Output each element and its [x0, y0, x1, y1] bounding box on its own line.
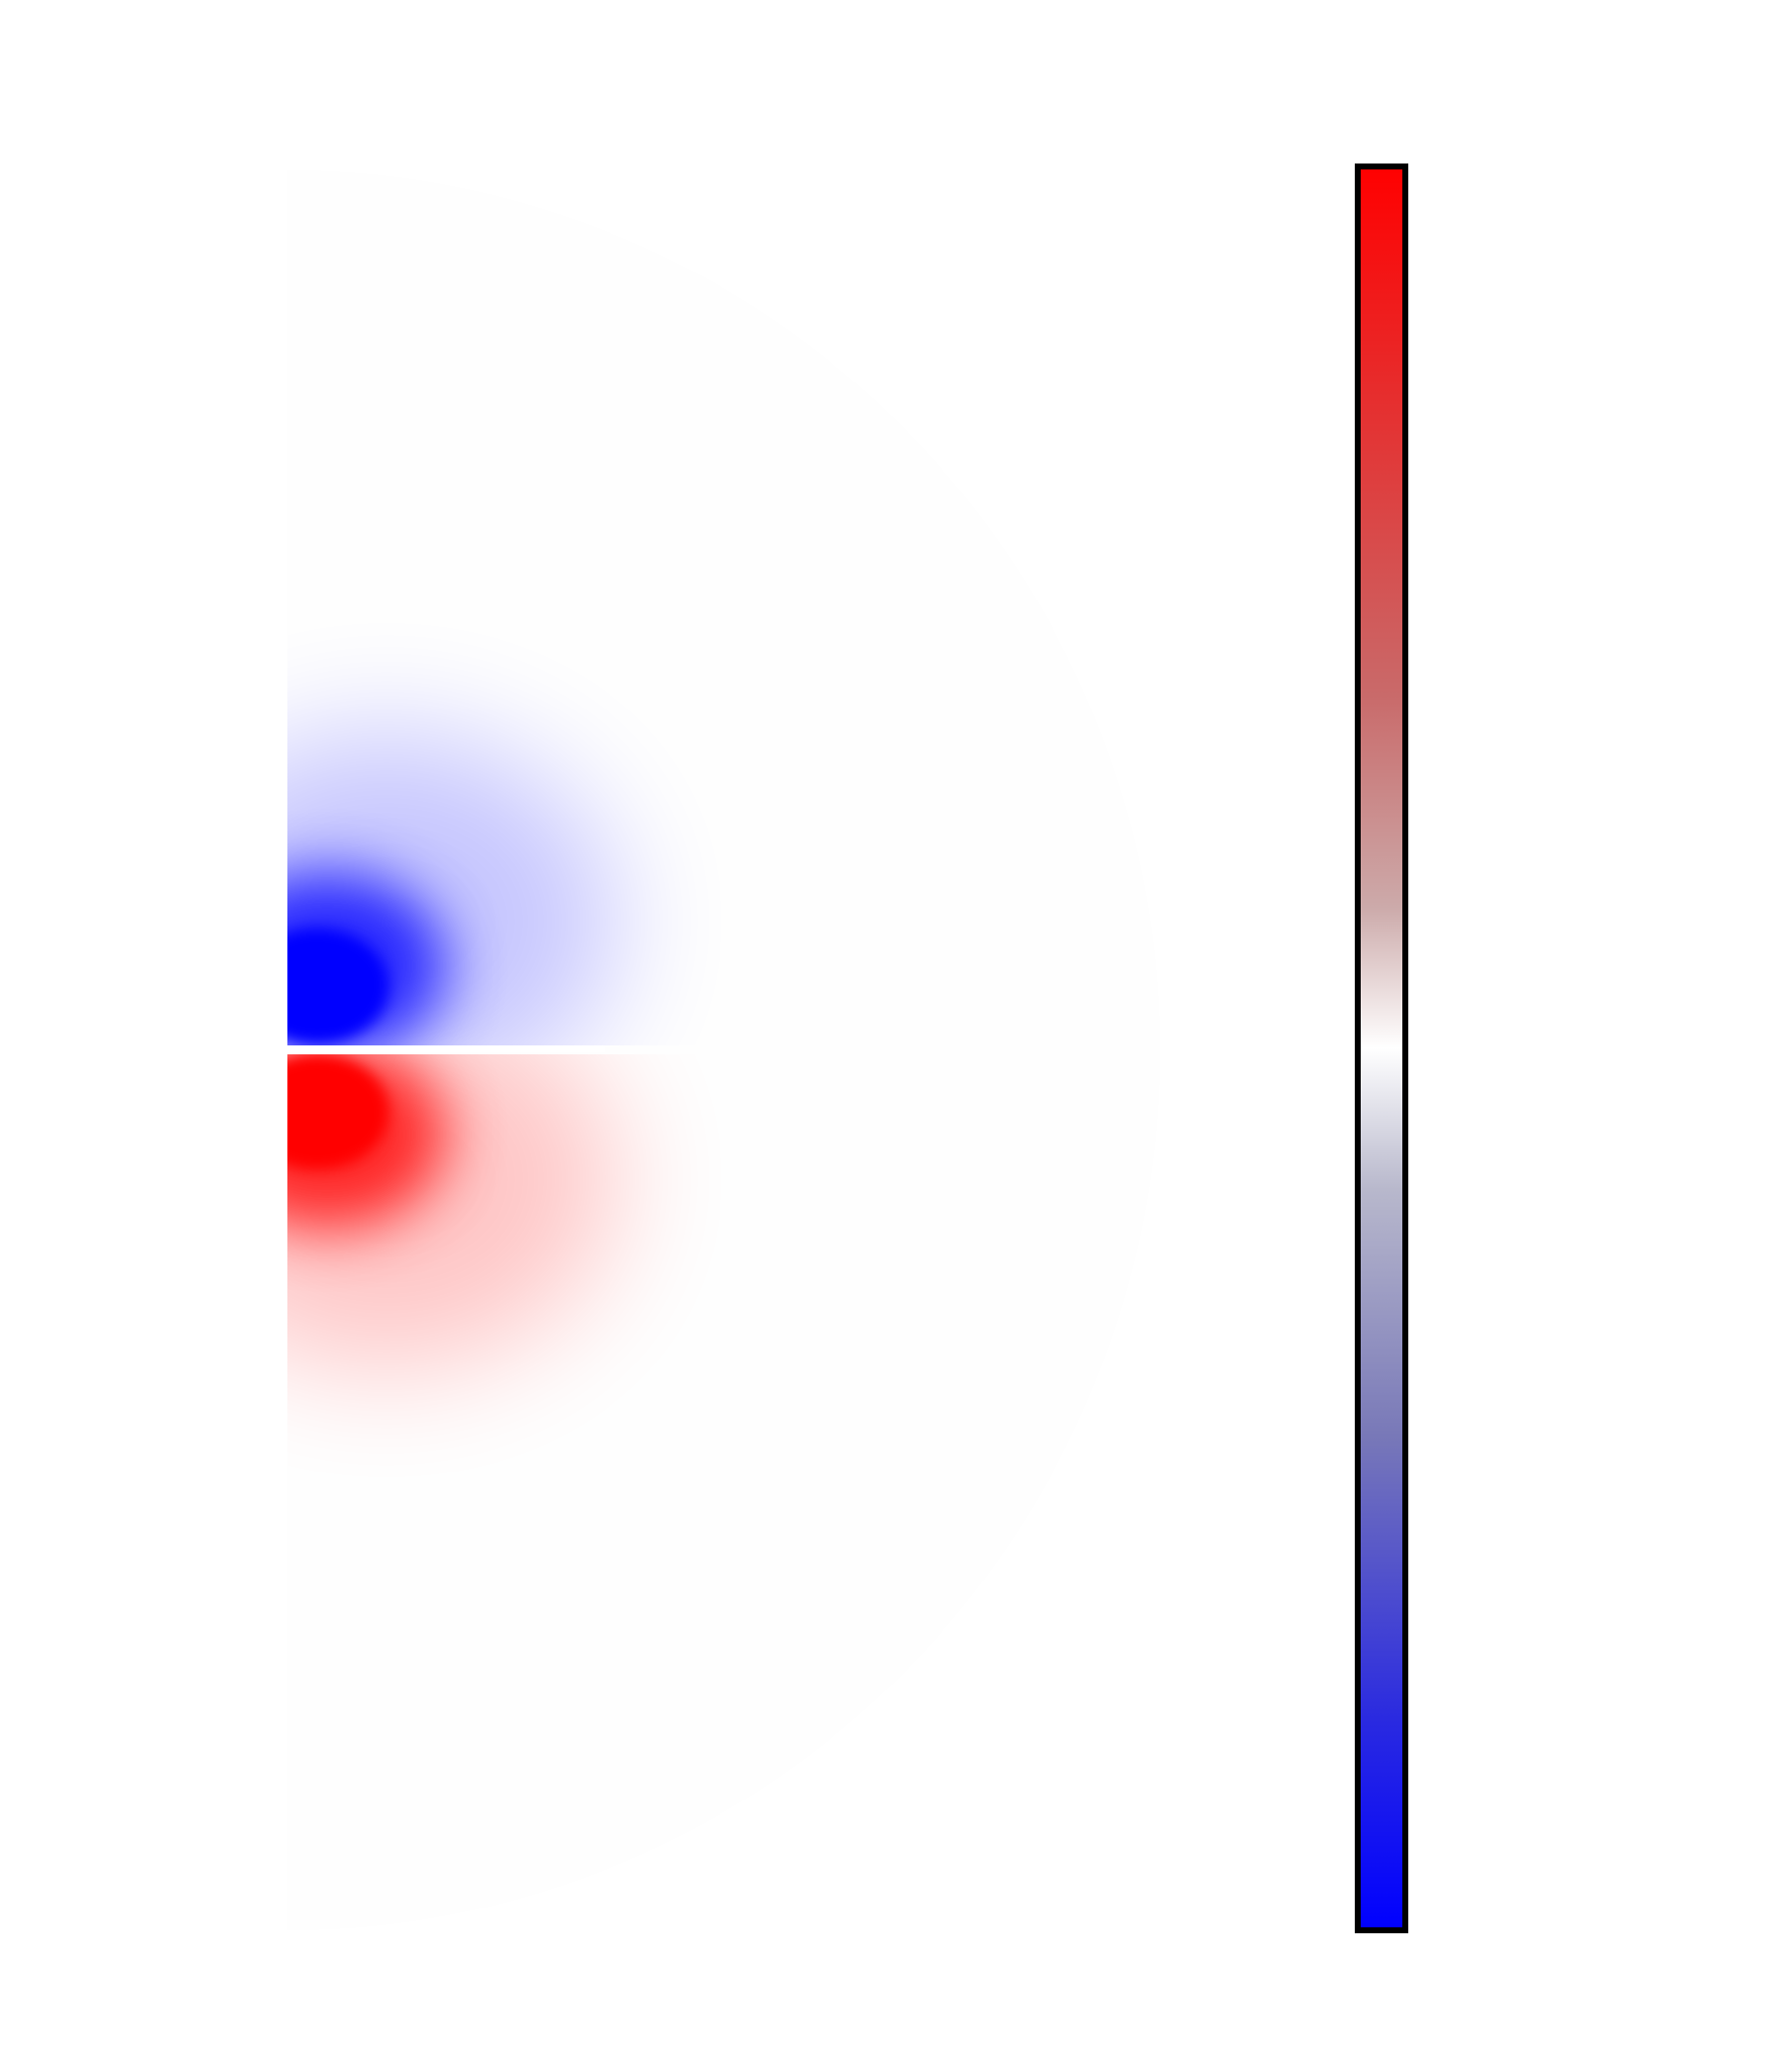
- half-disk-domain: [287, 170, 1160, 1930]
- nodal-line: [287, 1045, 605, 1052]
- positive-lobe-core: [287, 1054, 388, 1169]
- colorbar: [1355, 164, 1408, 1933]
- negative-lobe-core: [287, 928, 388, 1043]
- negative-lobe: [287, 733, 614, 1045]
- positive-lobe: [287, 1054, 614, 1367]
- colorbar-gradient: [1355, 164, 1408, 1933]
- main-plot: [287, 170, 1160, 1930]
